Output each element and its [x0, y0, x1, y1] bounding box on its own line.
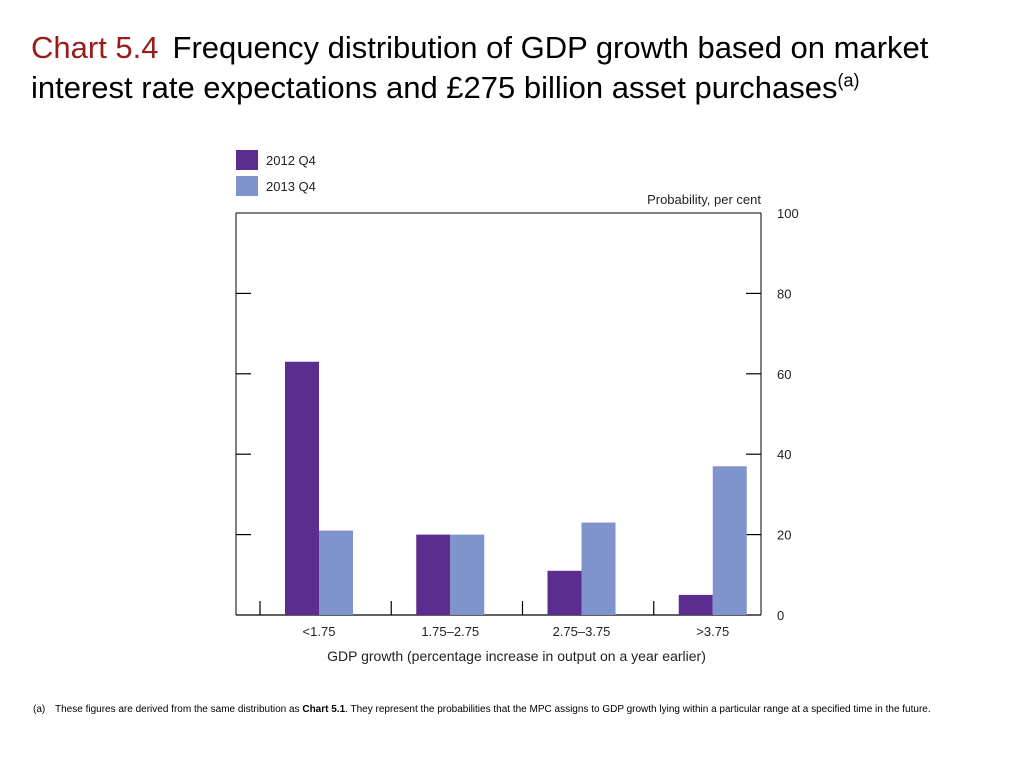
- footnote-marker: (a): [33, 704, 46, 715]
- chart-number: Chart 5.4: [31, 30, 159, 65]
- y-axis-label: Probability, per cent: [647, 192, 761, 207]
- legend-swatch: [236, 150, 258, 170]
- x-tick-label: 1.75–2.75: [421, 624, 479, 639]
- y-tick-label: 0: [777, 608, 784, 623]
- bar-chart: 0 20 40 60 80 100 Probability, per cent <1.75 1.…: [235, 150, 799, 664]
- bar-2013q4: [450, 534, 485, 615]
- legend-label: 2013 Q4: [266, 179, 316, 194]
- bar-2013q4: [581, 522, 616, 615]
- x-tick-label: <1.75: [303, 624, 336, 639]
- footnote: (a) These figures are derived from the s…: [33, 703, 983, 717]
- x-tick-label: >3.75: [696, 624, 729, 639]
- footnote-text-after: . They represent the probabilities that …: [345, 704, 931, 715]
- title-footnote-marker: (a): [837, 70, 860, 91]
- bar-2012q4: [285, 361, 319, 615]
- chart-title-text: Frequency distribution of GDP growth bas…: [31, 30, 929, 105]
- bar-2012q4: [416, 534, 451, 615]
- bar-2012q4: [678, 594, 713, 615]
- x-axis-label: GDP growth (percentage increase in outpu…: [327, 648, 706, 664]
- footnote-chart-ref: Chart 5.1: [302, 704, 346, 715]
- y-tick-label: 40: [777, 447, 791, 462]
- footnote-text: These figures are derived from the same …: [55, 703, 983, 717]
- legend-swatch: [236, 176, 258, 196]
- y-tick-label: 60: [777, 367, 791, 382]
- bar-2013q4: [712, 466, 747, 615]
- chart-title: Chart 5.4 Frequency distribution of GDP g…: [31, 28, 991, 108]
- y-tick-label: 20: [777, 528, 791, 543]
- y-tick-label: 100: [777, 206, 799, 221]
- x-tick-label: 2.75–3.75: [553, 624, 611, 639]
- bar-2013q4: [319, 530, 353, 615]
- y-tick-label: 80: [777, 286, 791, 301]
- bar-2012q4: [547, 570, 582, 615]
- footnote-text-before: These figures are derived from the same …: [55, 704, 303, 715]
- legend-label: 2012 Q4: [266, 153, 316, 168]
